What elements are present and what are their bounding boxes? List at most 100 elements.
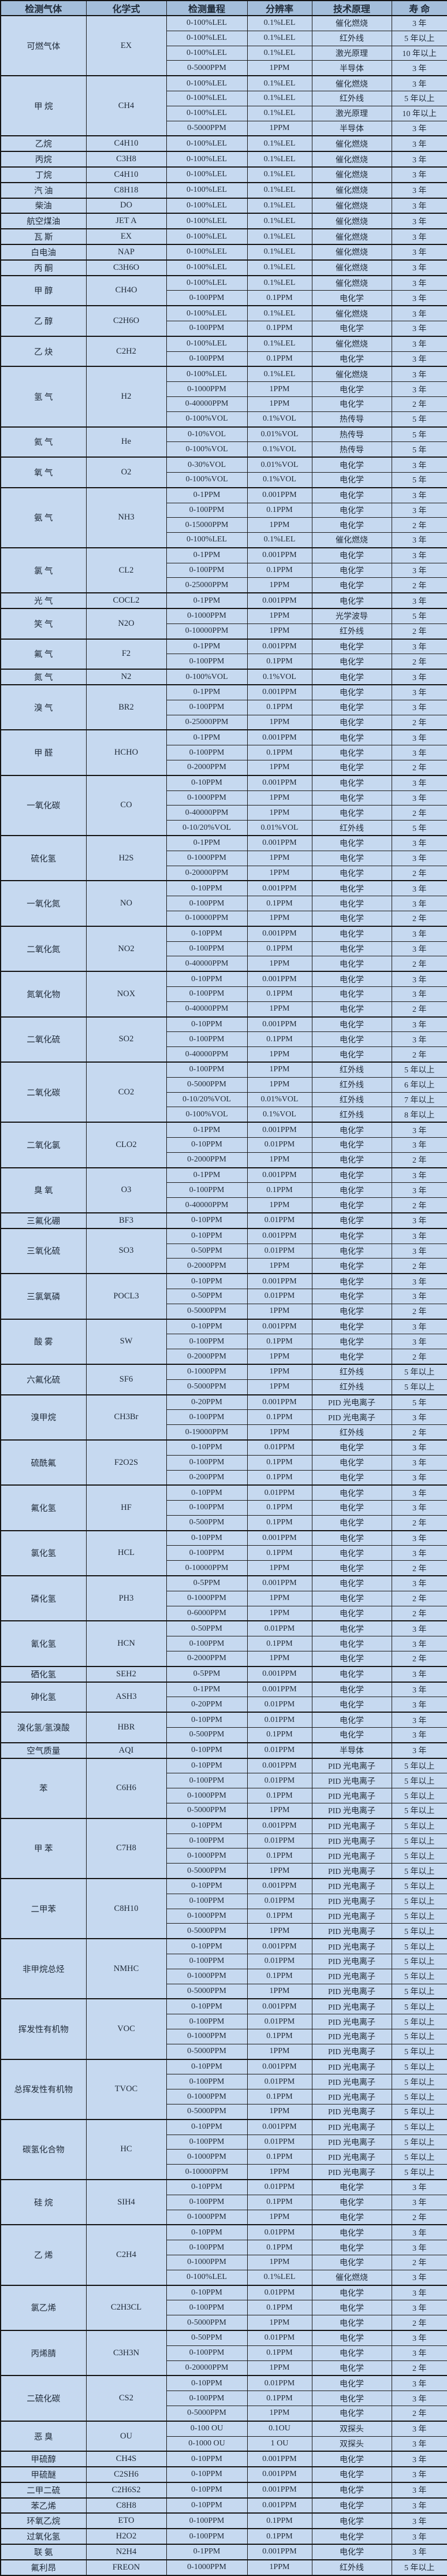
range-cell: 0-5000PPM: [166, 60, 248, 76]
lifespan-cell: 3 年: [391, 198, 447, 214]
resolution-cell: 1PPM: [247, 623, 312, 640]
resolution-cell: 0.1PPM: [247, 2528, 312, 2545]
table-row: 0-100PPM 0.1PPM 电化学 2 年: [1, 654, 447, 670]
range-cell: 0-19000PPM: [166, 1424, 248, 1441]
principle-cell: PID 光电离子: [311, 1923, 392, 1939]
principle-cell: 电化学: [311, 1727, 392, 1743]
gas-group: 氯乙烯 C2H3CL 0-10PPM 0.01PPM 电化学 3 年 0-100PPM 0.1…: [0, 2285, 447, 2331]
lifespan-cell: 3 年: [391, 1031, 447, 1048]
table-row: 0-100%VOL 0.1%VOL 电化学 5 年: [1, 472, 447, 488]
formula-cell: C2SH6: [85, 2466, 167, 2483]
formula-cell: NO: [85, 880, 167, 927]
lifespan-cell: 2 年: [391, 1515, 447, 1531]
gas-group: 二氧化硫 SO2 0-10PPM 0.001PPM 电化学 3 年 0-100PPM 0.1P…: [0, 1016, 447, 1063]
range-cell: 0-10/20%VOL: [166, 1092, 248, 1108]
principle-cell: PID 光电离子: [311, 1908, 392, 1924]
resolution-cell: 0.01%VOL: [247, 426, 312, 443]
resolution-cell: 0.001PPM: [247, 1319, 312, 1335]
table-row: 0-100PPM 0.01PPM PID 光电离子 5 年以上: [1, 1954, 447, 1969]
principle-cell: 电化学: [311, 2315, 392, 2331]
table-row: 二氧化氮 NO2 0-10PPM 0.001PPM 电化学 3 年: [0, 926, 447, 972]
gas-group: 氦 气 He 0-10%VOL 0.01%VOL 热传导 5 年 0-100%VOL 0.1%…: [0, 426, 447, 458]
lifespan-cell: 5 年以上: [391, 1788, 447, 1804]
gas-name-cell: 氯 气: [0, 547, 87, 593]
table-row: 0-100PPM 0.1PPM 电化学 3 年: [1, 351, 447, 367]
resolution-cell: 0.001PPM: [247, 2466, 312, 2483]
principle-cell: 电化学: [311, 1258, 392, 1274]
lifespan-cell: 3 年: [391, 1243, 447, 1259]
principle-cell: 电化学: [311, 1545, 392, 1561]
range-cell: 0-40000PPM: [166, 805, 248, 821]
table-row: 二甲二硫 C2H6S2 0-10PPM 0.001PPM 电化学 3 年: [0, 2482, 447, 2499]
formula-cell: CS2: [85, 2375, 167, 2422]
resolution-cell: 0.001PPM: [247, 2544, 312, 2560]
principle-cell: 电化学: [311, 850, 392, 866]
principle-cell: 电化学: [311, 351, 392, 367]
lifespan-cell: 3 年: [391, 305, 447, 321]
resolution-cell: 0.1PPM: [247, 2300, 312, 2316]
range-cell: 0-40000PPM: [166, 956, 248, 972]
range-cell: 0-100PPM: [166, 699, 248, 715]
lifespan-cell: 5 年以上: [391, 30, 447, 46]
principle-cell: 催化燃烧: [311, 213, 392, 229]
range-cell: 0-10PPM: [166, 2482, 248, 2499]
range-cell: 0-5000PPM: [166, 1923, 248, 1939]
principle-cell: 电化学: [311, 760, 392, 776]
lifespan-cell: 5 年以上: [391, 2089, 447, 2104]
resolution-cell: 0.1%LEL: [247, 151, 312, 168]
range-cell: 0-20000PPM: [166, 865, 248, 881]
range-cell: 0-100PPM: [166, 745, 248, 761]
resolution-cell: 0.1PPM: [247, 699, 312, 715]
gas-group: 空气质量 AQI 0-10PPM 0.01PPM 半导体 3 年: [0, 1742, 447, 1759]
table-row: 硒化氢 SEH2 0-5PPM 0.001PPM 电化学 3 年: [0, 1666, 447, 1683]
lifespan-cell: 2 年: [391, 1590, 447, 1606]
principle-cell: 电化学: [311, 2330, 392, 2346]
table-row: 0-1000PPM 1PPM 电化学 2 年: [1, 2209, 447, 2225]
gas-name-cell: 环氧乙烷: [0, 2512, 87, 2529]
table-row: 柴油 DO 0-100%LEL 0.1%LEL 催化燃烧 3 年: [0, 198, 447, 214]
lifespan-cell: 3 年: [391, 1575, 447, 1591]
range-cell: 0-5000PPM: [166, 1303, 248, 1320]
gas-group: 苯乙烯 C8H8 0-10PPM 0.001PPM 电化学 3 年: [0, 2497, 447, 2514]
gas-name-cell: 恶 臭: [0, 2421, 87, 2452]
table-row: 甲 醇 CH4O 0-100%LEL 0.1%LEL 催化燃烧 3 年: [0, 275, 447, 306]
table-row: 0-10/20%VOL 0.01%VOL 红外线 7 年以上: [1, 1092, 447, 1108]
table-row: 0-100PPM 0.1PPM 电化学 3 年: [1, 2194, 447, 2210]
resolution-cell: 1PPM: [247, 1424, 312, 1441]
principle-cell: 电化学: [311, 1334, 392, 1350]
gas-group: 氯 气 CL2 0-1PPM 0.001PPM 电化学 3 年 0-100PPM 0.1PPM…: [0, 547, 447, 593]
lifespan-cell: 3 年: [391, 1228, 447, 1244]
range-cell: 0-100%LEL: [166, 15, 248, 31]
table-row: 0-40000PPM 1PPM 电化学 2 年: [1, 1046, 447, 1063]
range-cell: 0-1PPM: [166, 835, 248, 851]
table-row: 0-100PPM 0.1PPM 电化学 3 年: [1, 1182, 447, 1198]
range-cell: 0-5000PPM: [166, 1077, 248, 1093]
gas-group: 甲 烷 CH4 0-100%LEL 0.1%LEL 催化燃烧 3 年 0-100%LEL 0.…: [0, 75, 447, 136]
principle-cell: 电化学: [311, 562, 392, 578]
principle-cell: 电化学: [311, 1620, 392, 1637]
range-cell: 0-100%LEL: [166, 366, 248, 383]
range-cell: 0-100PPM: [166, 1409, 248, 1426]
lifespan-cell: 2 年: [391, 911, 447, 927]
lifespan-cell: 3 年: [391, 60, 447, 76]
range-cell: 0-1PPM: [166, 1682, 248, 1698]
range-cell: 0-5000PPM: [166, 2315, 248, 2331]
principle-cell: 电化学: [311, 1575, 392, 1591]
lifespan-cell: 3 年: [391, 2194, 447, 2210]
resolution-cell: 0.1OU: [247, 2421, 312, 2437]
principle-cell: 电化学: [311, 654, 392, 670]
principle-cell: PID 光电离子: [311, 2014, 392, 2029]
lifespan-cell: 5 年以上: [391, 1893, 447, 1909]
formula-cell: OU: [85, 2421, 167, 2452]
table-row: 0-20000PPM 1PPM 电化学 2 年: [1, 865, 447, 881]
principle-cell: 电化学: [311, 1303, 392, 1320]
principle-cell: 电化学: [311, 2405, 392, 2422]
table-row: 0-5000PPM 1PPM PID 光电离子 5 年以上: [1, 1983, 447, 1999]
range-cell: 0-10PPM: [166, 1319, 248, 1335]
principle-cell: 电化学: [311, 1590, 392, 1606]
gas-group: 恶 臭 OU 0-100 OU 0.1OU 双探头 3 年 0-1000 OU 1 OU 双探头…: [0, 2421, 447, 2452]
resolution-cell: 1PPM: [247, 2405, 312, 2422]
range-cell: 0-10PPM: [166, 1742, 248, 1759]
resolution-cell: 0.01PPM: [247, 2330, 312, 2346]
gas-name-cell: 六氟化硫: [0, 1364, 87, 1395]
